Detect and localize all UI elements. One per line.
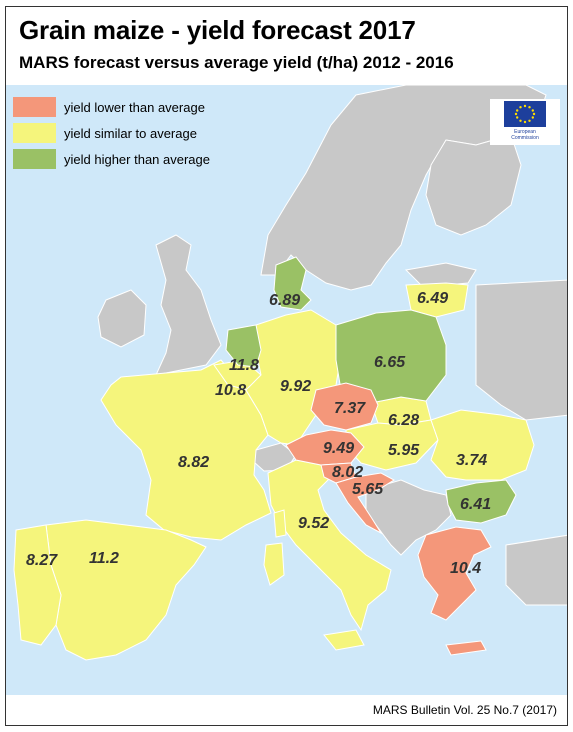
- region-corsica: [273, 509, 287, 538]
- label-czechia: 7.37: [334, 400, 366, 417]
- region-ireland: [97, 289, 147, 348]
- region-sardinia: [263, 542, 285, 586]
- region-crete: [445, 640, 487, 656]
- legend-label-similar: yield similar to average: [64, 125, 197, 141]
- label-slovakia: 6.28: [388, 412, 419, 429]
- label-france: 8.82: [178, 454, 209, 471]
- legend-swatch-higher: [13, 149, 56, 169]
- eu-flag-icon: [504, 101, 546, 127]
- legend-item-higher: yield higher than average: [13, 147, 210, 171]
- region-portugal: [13, 524, 62, 646]
- footer: MARS Bulletin Vol. 25 No.7 (2017): [6, 695, 567, 725]
- map-title: Grain maize - yield forecast 2017: [19, 15, 416, 45]
- region-east: [475, 279, 567, 421]
- region-bulgaria: [445, 479, 517, 524]
- legend-swatch-lower: [13, 97, 56, 117]
- map-subtitle: MARS forecast versus average yield (t/ha…: [19, 53, 454, 72]
- label-slovenia: 8.02: [332, 464, 363, 481]
- label-greece: 10.4: [450, 560, 481, 577]
- region-denmark: [273, 256, 312, 311]
- label-belgium: 10.8: [215, 382, 246, 399]
- region-croatia: [335, 472, 395, 535]
- label-netherlands: 11.8: [229, 357, 259, 374]
- region-austria: [285, 429, 365, 466]
- europe-map: 6.89 6.49 6.65 11.8 10.8 9.92 7.37 6.28 …: [6, 85, 567, 695]
- label-croatia: 5.65: [352, 481, 384, 498]
- legend-item-lower: yield lower than average: [13, 95, 210, 119]
- logo-text: European Commission: [511, 129, 539, 141]
- region-netherlands: [225, 324, 262, 368]
- label-austria: 9.49: [323, 440, 354, 457]
- legend-swatch-similar: [13, 123, 56, 143]
- label-hungary: 5.95: [388, 442, 420, 459]
- region-greece: [417, 526, 492, 621]
- label-portugal: 8.27: [26, 552, 58, 569]
- legend-item-similar: yield similar to average: [13, 121, 210, 145]
- source-citation: MARS Bulletin Vol. 25 No.7 (2017): [372, 703, 557, 717]
- map-frame: 6.89 6.49 6.65 11.8 10.8 9.92 7.37 6.28 …: [5, 6, 568, 726]
- european-commission-logo: European Commission: [490, 99, 560, 145]
- label-italy: 9.52: [298, 515, 329, 532]
- label-romania: 3.74: [456, 452, 487, 469]
- title-area: Grain maize - yield forecast 2017 MARS f…: [6, 7, 567, 85]
- region-uk: [155, 234, 222, 376]
- legend: yield lower than average yield similar t…: [13, 95, 210, 173]
- label-spain: 11.2: [89, 550, 119, 567]
- legend-label-lower: yield lower than average: [64, 99, 205, 115]
- label-germany: 9.92: [280, 378, 311, 395]
- region-czechia: [310, 382, 379, 431]
- legend-label-higher: yield higher than average: [64, 151, 210, 167]
- label-poland: 6.65: [374, 354, 406, 371]
- label-bulgaria: 6.41: [460, 496, 491, 513]
- region-sicily: [323, 629, 365, 651]
- label-denmark: 6.89: [269, 292, 300, 309]
- label-lithuania: 6.49: [417, 290, 448, 307]
- region-romania: [430, 409, 535, 481]
- region-turkey: [505, 534, 567, 606]
